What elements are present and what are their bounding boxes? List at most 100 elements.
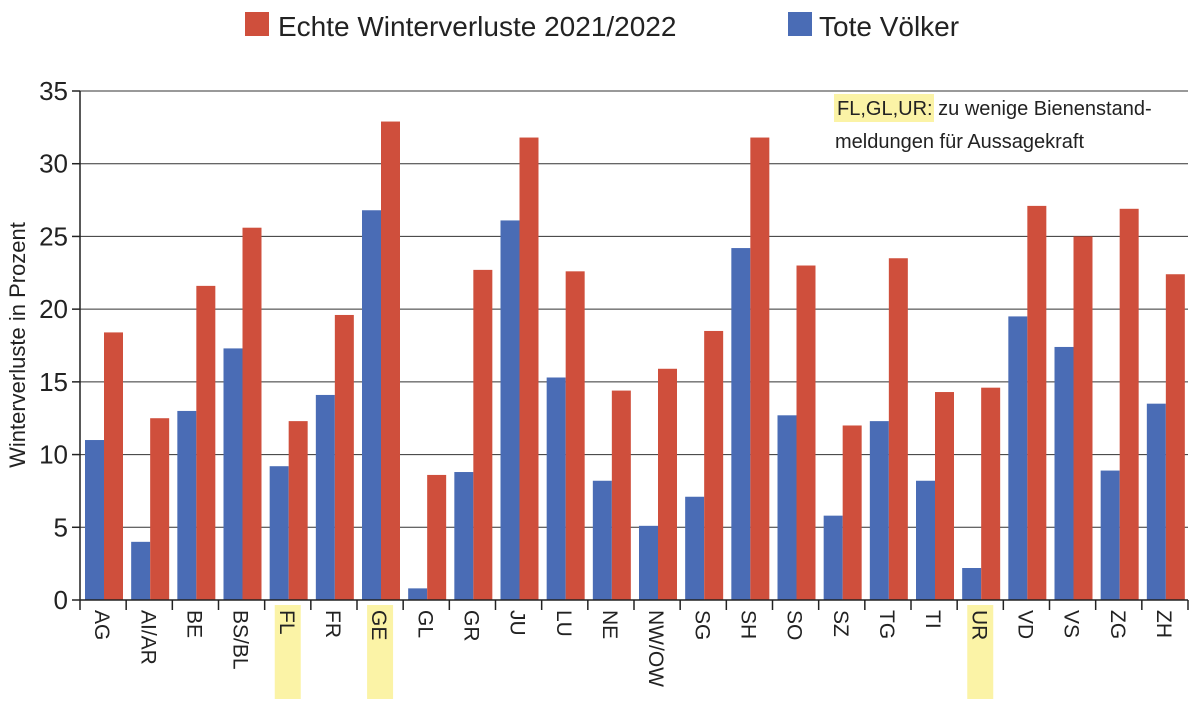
x-tick-label: FL [275, 610, 298, 635]
bar-tote-voelker-vd [1008, 316, 1028, 600]
bar-tote-voelker-ju [500, 220, 520, 600]
y-tick-label: 0 [54, 585, 68, 615]
bar-winterverluste-ne [611, 390, 631, 600]
axes [79, 91, 1189, 610]
x-tick-label: NW/OW [644, 610, 667, 687]
annotation-highlight [834, 94, 934, 122]
highlight-fl [274, 605, 301, 699]
bar-tote-voelker-so [777, 415, 797, 600]
legend-swatch-tote-voelker [788, 12, 812, 36]
annotation: FL,GL,UR: zu wenige Bienenstand- meldung… [834, 94, 1152, 153]
annotation-text-1: zu wenige Bienenstand- [933, 98, 1152, 120]
bar-tote-voelker-ur [962, 568, 982, 600]
bar-winterverluste-fr [334, 314, 354, 600]
x-tick-label: SZ [829, 610, 852, 637]
bar-winterverluste-ag [104, 332, 123, 600]
x-tick-label: JU [506, 610, 529, 636]
x-tick-label: GR [459, 610, 482, 642]
bar-winterverluste-vd [1027, 205, 1047, 601]
y-tick-label: 5 [54, 512, 68, 542]
bar-tote-voelker-ne [592, 480, 612, 600]
x-tick-label: GL [413, 610, 436, 638]
x-tick-label: LU [552, 610, 575, 637]
annotation-line-2: meldungen für Aussagekraft [835, 131, 1084, 153]
bar-winterverluste-zg [1119, 208, 1139, 600]
x-tick-label: ZH [1152, 610, 1175, 638]
legend: Echte Winterverluste 2021/2022 Tote Völk… [245, 11, 959, 42]
x-tick-label: VD [1013, 610, 1036, 639]
bar-tote-voelker-ti [916, 480, 935, 600]
bar-winterverluste-gr [473, 269, 493, 600]
highlight-ur [967, 605, 994, 699]
x-tick-label: UR [967, 610, 990, 640]
x-tick-label: SH [736, 610, 759, 639]
y-tick-label: 15 [39, 367, 68, 397]
bar-winterverluste-ur [981, 387, 1001, 600]
x-tick-labels: AG AI/AR BE BS/BL FL FR GE GL GR JU LU NE NW/OW SG SH S… [90, 610, 1175, 687]
x-tick-label: AI/AR [136, 610, 159, 665]
annotation-highlight-text: FL,GL,UR: [837, 98, 933, 120]
bar-winterverluste-nw-ow [658, 368, 677, 600]
bar-tote-voelker-tg [869, 421, 889, 600]
bar-winterverluste-gl [427, 474, 447, 600]
bar-tote-voelker-vs [1054, 346, 1074, 600]
bar-tote-voelker-ag [85, 440, 104, 600]
bar-winterverluste-sz [842, 425, 862, 600]
y-tick-label: 35 [39, 76, 68, 106]
bar-tote-voelker-be [177, 410, 197, 600]
bar-winterverluste-zh [1165, 274, 1185, 600]
bar-tote-voelker-fr [315, 394, 335, 600]
bar-tote-voelker-nw-ow [639, 525, 658, 600]
x-tick-label: AG [90, 610, 113, 640]
x-tick-label: SO [783, 610, 806, 640]
category-highlights [274, 605, 994, 699]
bar-tote-voelker-ai-ar [131, 541, 151, 600]
bar-tote-voelker-gl [408, 588, 428, 600]
x-tick-label: FR [321, 610, 344, 638]
bar-tote-voelker-bs-bl [223, 348, 243, 600]
bar-winterverluste-ai-ar [150, 418, 170, 600]
x-tick-label: TI [921, 610, 944, 629]
grid: 0 5 10 15 20 25 30 35 [39, 76, 1188, 615]
bar-winterverluste-ti [935, 392, 954, 600]
bar-winterverluste-fl [288, 421, 308, 600]
x-tick-label: VS [1060, 610, 1083, 638]
bar-tote-voelker-fl [269, 466, 289, 600]
bar-winterverluste-lu [565, 271, 585, 600]
x-tick-label: BE [182, 610, 205, 638]
bar-tote-voelker-ge [362, 210, 381, 600]
x-tick-label: GE [367, 610, 390, 640]
bar-tote-voelker-gr [454, 472, 474, 600]
bar-tote-voelker-sh [731, 248, 751, 600]
y-axis-title: Winterverluste in Prozent [5, 222, 30, 468]
bar-tote-voelker-zg [1100, 470, 1120, 600]
annotation-line-1: FL,GL,UR: zu wenige Bienenstand- [837, 98, 1152, 120]
bar-winterverluste-sh [750, 137, 770, 600]
y-tick-label: 20 [39, 294, 68, 324]
bars [85, 121, 1185, 601]
bar-winterverluste-ge [381, 121, 400, 600]
legend-swatch-winterverluste [245, 12, 269, 36]
highlight-ge [367, 605, 394, 699]
bar-tote-voelker-sg [685, 496, 705, 600]
x-tick-label: NE [598, 610, 621, 639]
bar-winterverluste-bs-bl [242, 227, 262, 600]
legend-label-tote-voelker: Tote Völker [819, 11, 959, 42]
legend-label-winterverluste: Echte Winterverluste 2021/2022 [278, 11, 676, 42]
x-tick-label: BS/BL [229, 610, 252, 670]
bar-winterverluste-so [796, 265, 816, 600]
x-tick-label: TG [875, 610, 898, 639]
bar-winterverluste-ju [519, 137, 539, 600]
x-tick-label: SG [690, 610, 713, 640]
bar-winterverluste-vs [1073, 236, 1093, 600]
bar-winterverluste-sg [704, 330, 724, 600]
y-tick-label: 10 [39, 440, 68, 470]
y-tick-label: 25 [39, 221, 68, 251]
bar-winterverluste-tg [888, 258, 908, 600]
y-tick-label: 30 [39, 149, 68, 179]
bar-tote-voelker-zh [1146, 403, 1166, 600]
bar-winterverluste-be [196, 285, 216, 600]
bar-tote-voelker-lu [546, 377, 566, 600]
